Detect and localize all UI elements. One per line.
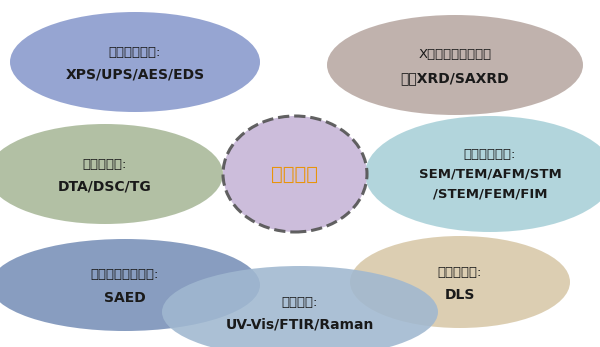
Text: 光谱技术:: 光谱技术: <box>282 296 318 308</box>
Ellipse shape <box>10 12 260 112</box>
Text: 光散射技术:: 光散射技术: <box>438 265 482 279</box>
Text: DLS: DLS <box>445 288 475 302</box>
Text: X射线衍射、散射技: X射线衍射、散射技 <box>418 49 491 61</box>
Text: 电子显微技术:: 电子显微技术: <box>464 147 516 161</box>
Ellipse shape <box>350 236 570 328</box>
Text: /STEM/FEM/FIM: /STEM/FEM/FIM <box>433 187 547 201</box>
Ellipse shape <box>0 239 260 331</box>
Text: 表征技术: 表征技术 <box>271 164 319 184</box>
Text: 热分析技术:: 热分析技术: <box>83 158 127 170</box>
Text: 电子能谱技术:: 电子能谱技术: <box>109 45 161 59</box>
Text: SAED: SAED <box>104 291 146 305</box>
Text: UV-Vis/FTIR/Raman: UV-Vis/FTIR/Raman <box>226 318 374 332</box>
Ellipse shape <box>327 15 583 115</box>
Text: XPS/UPS/AES/EDS: XPS/UPS/AES/EDS <box>65 68 205 82</box>
Ellipse shape <box>0 124 223 224</box>
Ellipse shape <box>365 116 600 232</box>
Text: DTA/DSC/TG: DTA/DSC/TG <box>58 180 152 194</box>
Text: 术：XRD/SAXRD: 术：XRD/SAXRD <box>401 71 509 85</box>
Text: 选区电子衍射技术:: 选区电子衍射技术: <box>91 269 159 281</box>
Ellipse shape <box>223 116 367 232</box>
Ellipse shape <box>162 266 438 347</box>
Text: SEM/TEM/AFM/STM: SEM/TEM/AFM/STM <box>419 168 562 180</box>
